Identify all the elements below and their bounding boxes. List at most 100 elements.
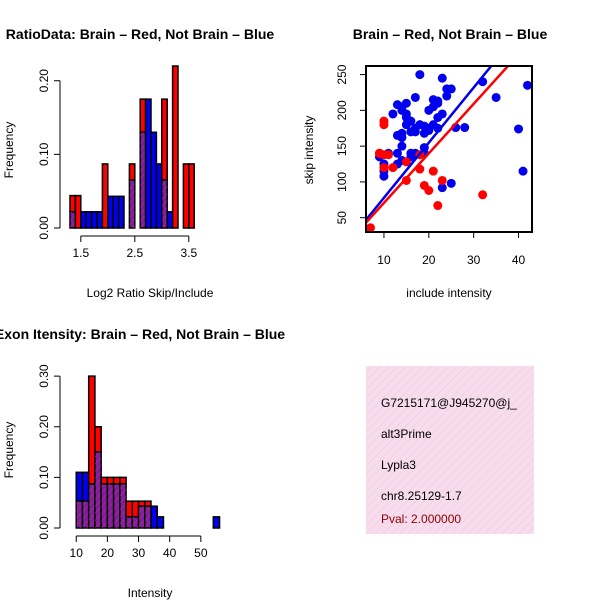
brain-point (401, 157, 411, 167)
scatter-plot-area (366, 66, 532, 232)
not-brain-fit-line (366, 66, 493, 221)
histogram-bar (161, 98, 168, 181)
histogram-bar (182, 163, 190, 229)
brain-point (424, 186, 434, 195)
histogram-bar (144, 98, 152, 229)
histogram-bar (85, 211, 93, 229)
histogram-overlap-hatch (94, 452, 102, 528)
scatter-xlabel: include intensity (406, 286, 491, 300)
histogram-overlap-hatch (126, 516, 133, 528)
not-brain-point (518, 166, 528, 176)
x-tick-label: 50 (194, 546, 208, 560)
histogram-overlap-hatch (132, 516, 139, 528)
histogram-bar (119, 476, 127, 485)
intensity-histogram-xlabel: Intensity (128, 586, 173, 600)
histogram-bar (94, 426, 102, 453)
y-tick-label: 0.10 (37, 142, 51, 166)
histogram-bar (128, 163, 136, 181)
histogram-bar (75, 471, 84, 502)
not-brain-point (401, 98, 411, 108)
y-tick-label: 0.00 (37, 516, 51, 540)
not-brain-point (406, 116, 416, 126)
histogram-bar (131, 500, 140, 518)
not-brain-point (397, 128, 407, 138)
histogram-bar (101, 163, 109, 229)
y-tick-label: 0.20 (37, 69, 51, 93)
histogram-bar (171, 65, 179, 229)
x-tick-label: 20 (422, 253, 436, 267)
brain-point (437, 175, 447, 185)
histogram-bar (106, 476, 115, 485)
y-tick-label: 250 (335, 64, 349, 84)
x-tick-label: 10 (70, 546, 84, 560)
intensity-histogram-title: Exon Itensity: Brain – Red, Not Brain – … (0, 326, 285, 342)
x-tick-label: 30 (467, 253, 481, 267)
y-tick-label: 100 (335, 172, 349, 192)
not-brain-point (437, 183, 447, 193)
scatter-title: Brain – Red, Not Brain – Blue (353, 26, 548, 42)
histogram-bar (96, 211, 104, 229)
brain-point (366, 223, 375, 232)
histogram-overlap-hatch (76, 501, 83, 528)
histogram-bar (150, 131, 158, 229)
histogram-bar (112, 195, 120, 229)
histogram-overlap-hatch (161, 180, 168, 228)
brain-point (388, 163, 398, 173)
info-locus: chr8.25129-1.7 (381, 489, 462, 503)
histogram-bar (155, 163, 163, 229)
not-brain-point (401, 109, 411, 119)
brain-point (383, 150, 393, 160)
x-tick-label: 40 (512, 253, 526, 267)
not-brain-point (397, 141, 407, 151)
x-tick-label: 20 (101, 546, 115, 560)
scatter-axes: 10 20 30 40 50 100 150 200 250 (335, 64, 526, 267)
histogram-overlap-hatch (101, 483, 108, 528)
ratio-histogram-axes: 1.5 2.5 3.5 0.00 0.10 0.20 (37, 69, 197, 260)
info-gene: Lypla3 (381, 458, 416, 472)
x-tick-label: 10 (377, 253, 391, 267)
y-tick-label: 0.00 (37, 216, 51, 240)
info-panel-background (366, 366, 534, 534)
brain-point (428, 166, 438, 176)
scatter-panel: Brain – Red, Not Brain – Blue include in… (302, 26, 548, 300)
not-brain-point (460, 123, 470, 133)
info-panel: G7215171@J945270@j_ alt3Prime Lypla3 chr… (366, 366, 534, 534)
histogram-bar (150, 505, 158, 529)
histogram-bar (87, 375, 96, 485)
not-brain-point (388, 109, 398, 119)
not-brain-point (446, 178, 456, 188)
not-brain-point (437, 109, 447, 119)
brain-point (379, 163, 389, 173)
scatter-box (365, 65, 533, 233)
intensity-histogram-bars (75, 375, 221, 529)
info-event-id: G7215171@J945270@j_ (381, 396, 517, 410)
histogram-overlap-hatch (88, 483, 95, 528)
ratio-histogram-ylabel: Frequency (2, 122, 16, 179)
histogram-bar (90, 211, 98, 229)
y-tick-label: 150 (335, 136, 349, 156)
intensity-histogram-ylabel: Frequency (2, 422, 16, 479)
x-tick-label: 2.5 (126, 246, 143, 260)
histogram-bar (137, 500, 146, 507)
histogram-overlap-hatch (70, 211, 76, 228)
info-event-type: alt3Prime (381, 427, 432, 441)
histogram-bar (74, 194, 82, 229)
not-brain-point (433, 96, 443, 106)
not-brain-point (446, 84, 456, 94)
scatter-ylabel: skip intensity (302, 116, 316, 185)
x-tick-label: 30 (132, 546, 146, 560)
not-brain-point (437, 73, 447, 83)
histogram-bar (139, 98, 147, 134)
histogram-bar (100, 476, 109, 485)
histogram-bar (166, 211, 174, 229)
y-tick-label: 0.10 (37, 465, 51, 489)
not-brain-point (514, 124, 524, 134)
histogram-bar (212, 516, 221, 529)
not-brain-point (523, 80, 532, 90)
not-brain-point (442, 91, 452, 101)
x-tick-label: 1.5 (72, 246, 89, 260)
brain-point (401, 175, 411, 185)
brain-point (478, 190, 488, 200)
histogram-overlap-hatch (113, 483, 120, 528)
